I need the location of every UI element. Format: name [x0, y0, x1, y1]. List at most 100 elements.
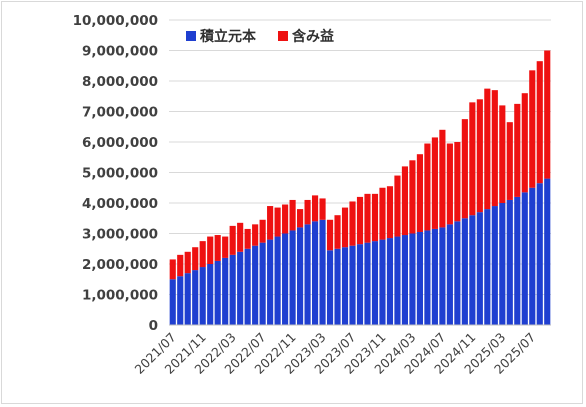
- bar-unrealized-gain: [514, 103, 521, 197]
- bar-unrealized-gain: [214, 235, 221, 261]
- bar-unrealized-gain: [491, 90, 498, 207]
- bar-principal: [282, 233, 289, 325]
- bar-unrealized-gain: [469, 102, 476, 216]
- y-tick-label: 3,000,000: [82, 227, 158, 243]
- bar-principal: [304, 224, 311, 325]
- bar-unrealized-gain: [222, 236, 229, 258]
- bars: [169, 50, 551, 326]
- bar-principal: [424, 230, 431, 325]
- y-tick-label: 4,000,000: [82, 196, 158, 212]
- legend-swatch-principal: [186, 31, 196, 41]
- bar-principal: [229, 254, 236, 325]
- bar-unrealized-gain: [207, 236, 214, 264]
- bar-unrealized-gain: [401, 166, 409, 236]
- bar-principal: [184, 273, 191, 325]
- bar-unrealized-gain: [499, 105, 506, 203]
- bar-unrealized-gain: [192, 247, 199, 271]
- bar-principal: [491, 206, 498, 325]
- y-tick-label: 8,000,000: [82, 74, 158, 90]
- bar-unrealized-gain: [454, 142, 461, 222]
- bar-unrealized-gain: [267, 206, 274, 240]
- bar-unrealized-gain: [416, 154, 423, 232]
- y-tick-label: 1,000,000: [82, 288, 158, 304]
- bar-principal: [431, 228, 438, 325]
- y-tick-label: 9,000,000: [82, 44, 158, 60]
- bar-unrealized-gain: [424, 143, 431, 231]
- bar-unrealized-gain: [341, 207, 349, 248]
- bar-unrealized-gain: [304, 199, 311, 225]
- legend-label-unrealized-gain: 含み益: [292, 28, 334, 45]
- bar-principal: [506, 199, 513, 325]
- bar-unrealized-gain: [446, 143, 453, 225]
- bar-principal: [289, 230, 296, 325]
- bar-unrealized-gain: [394, 175, 401, 237]
- bar-principal: [334, 248, 341, 325]
- y-tick-label: 0: [149, 318, 158, 334]
- bar-unrealized-gain: [484, 88, 491, 210]
- legend-swatch-unrealized-gain: [278, 31, 288, 41]
- bar-principal: [386, 238, 394, 325]
- bar-principal: [371, 241, 379, 326]
- bar-principal: [446, 224, 453, 325]
- bar-principal: [379, 239, 386, 325]
- bar-principal: [341, 247, 349, 325]
- bar-principal: [192, 270, 199, 325]
- bar-principal: [461, 218, 468, 325]
- bar-principal: [394, 236, 401, 325]
- y-tick-label: 7,000,000: [82, 105, 158, 121]
- bar-unrealized-gain: [476, 99, 483, 213]
- bar-unrealized-gain: [334, 215, 341, 249]
- y-axis-tick-labels: 0 1,000,000 2,000,000 3,000,000 4,000,000 5,0…: [73, 13, 158, 334]
- bar-unrealized-gain: [252, 224, 259, 246]
- bar-unrealized-gain: [371, 193, 379, 242]
- bar-unrealized-gain: [349, 201, 356, 246]
- bar-unrealized-gain: [506, 122, 513, 200]
- bar-unrealized-gain: [521, 93, 528, 193]
- x-axis-tick-labels: 2021/072021/112022/032022/072022/112023/…: [132, 330, 539, 377]
- bar-principal: [207, 264, 214, 325]
- bar-unrealized-gain: [326, 219, 334, 251]
- bar-unrealized-gain: [177, 254, 184, 277]
- bar-principal: [416, 231, 423, 325]
- bar-principal: [244, 248, 251, 325]
- bar-principal: [454, 221, 461, 325]
- bar-unrealized-gain: [229, 225, 236, 255]
- bar-unrealized-gain: [282, 204, 289, 234]
- bar-unrealized-gain: [169, 259, 176, 280]
- bar-principal: [529, 187, 536, 325]
- bar-unrealized-gain: [379, 187, 386, 240]
- bar-unrealized-gain: [237, 222, 244, 252]
- y-tick-label: 5,000,000: [82, 166, 158, 182]
- bar-unrealized-gain: [409, 160, 416, 234]
- y-tick-label: 2,000,000: [82, 257, 158, 273]
- bar-principal: [237, 251, 244, 325]
- bar-principal: [319, 219, 326, 325]
- bar-unrealized-gain: [311, 195, 319, 222]
- bar-principal: [409, 233, 416, 325]
- bar-principal: [521, 192, 528, 325]
- bar-unrealized-gain: [544, 50, 551, 179]
- bar-unrealized-gain: [319, 198, 326, 220]
- bar-principal: [544, 178, 551, 325]
- bar-principal: [267, 239, 274, 325]
- bar-principal: [469, 215, 476, 325]
- bar-principal: [326, 250, 334, 325]
- legend-label-principal: 積立元本: [199, 28, 257, 45]
- bar-principal: [349, 245, 356, 325]
- bar-unrealized-gain: [184, 251, 191, 274]
- legend: 積立元本 含み益: [186, 28, 334, 45]
- bar-principal: [484, 209, 491, 325]
- bar-unrealized-gain: [461, 119, 468, 219]
- bar-principal: [536, 183, 543, 325]
- bar-principal: [169, 279, 176, 325]
- bar-principal: [252, 245, 259, 325]
- bar-unrealized-gain: [259, 219, 266, 243]
- bar-unrealized-gain: [274, 207, 281, 237]
- bar-unrealized-gain: [289, 199, 296, 231]
- bar-principal: [311, 221, 319, 325]
- bar-principal: [214, 260, 221, 325]
- bar-principal: [177, 276, 184, 325]
- bar-unrealized-gain: [244, 228, 251, 249]
